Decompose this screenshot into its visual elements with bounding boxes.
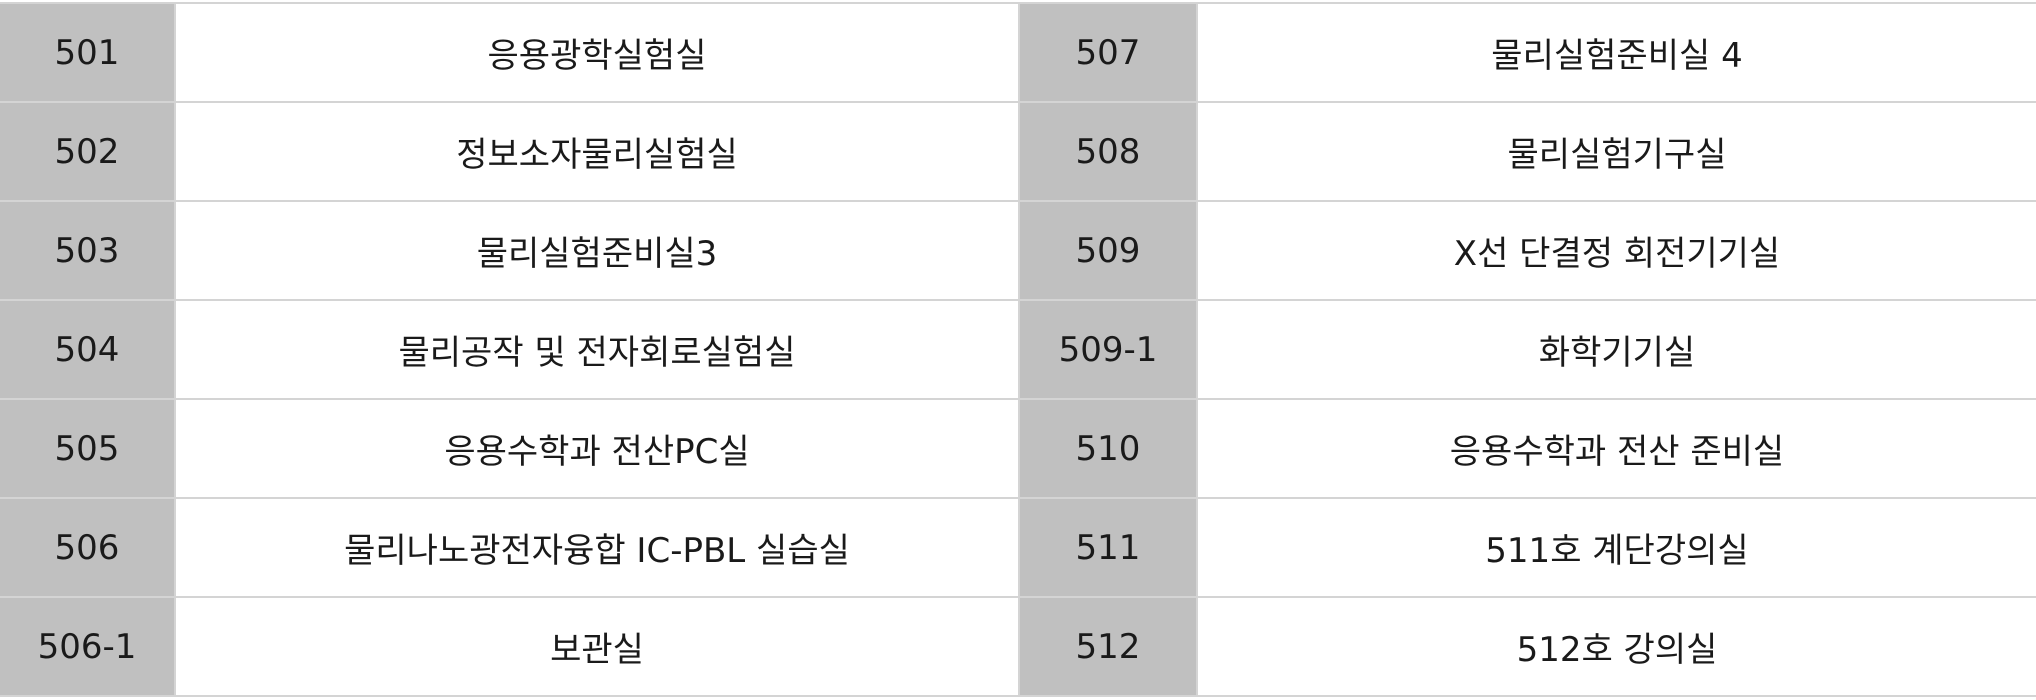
room-number-cell: 504	[0, 299, 176, 400]
table-row: 503 물리실험준비실3 509 X선 단결정 회전기기실	[0, 200, 2036, 301]
room-number-cell: 507	[1018, 2, 1198, 103]
room-number-cell: 506	[0, 497, 176, 598]
room-number-cell: 509	[1018, 200, 1198, 301]
room-number-cell: 506-1	[0, 596, 176, 697]
room-number-cell: 503	[0, 200, 176, 301]
room-number-cell: 511	[1018, 497, 1198, 598]
room-name-cell: X선 단결정 회전기기실	[1196, 200, 2036, 301]
room-name-cell: 물리실험준비실 4	[1196, 2, 2036, 103]
room-name-cell: 물리나노광전자융합 IC-PBL 실습실	[174, 497, 1020, 598]
table-row: 501 응용광학실험실 507 물리실험준비실 4	[0, 2, 2036, 103]
room-name-cell: 보관실	[174, 596, 1020, 697]
room-name-cell: 512호 강의실	[1196, 596, 2036, 697]
room-name-cell: 응용수학과 전산 준비실	[1196, 398, 2036, 499]
room-number-cell: 510	[1018, 398, 1198, 499]
room-name-cell: 화학기기실	[1196, 299, 2036, 400]
room-number-cell: 508	[1018, 101, 1198, 202]
room-name-cell: 물리실험기구실	[1196, 101, 2036, 202]
room-number-cell: 502	[0, 101, 176, 202]
room-name-cell: 511호 계단강의실	[1196, 497, 2036, 598]
table-row: 505 응용수학과 전산PC실 510 응용수학과 전산 준비실	[0, 398, 2036, 499]
room-name-cell: 물리실험준비실3	[174, 200, 1020, 301]
room-number-cell: 512	[1018, 596, 1198, 697]
table-row: 504 물리공작 및 전자회로실험실 509-1 화학기기실	[0, 299, 2036, 400]
table-row: 506 물리나노광전자융합 IC-PBL 실습실 511 511호 계단강의실	[0, 497, 2036, 598]
room-name-cell: 응용광학실험실	[174, 2, 1020, 103]
room-name-cell: 물리공작 및 전자회로실험실	[174, 299, 1020, 400]
room-number-cell: 501	[0, 2, 176, 103]
room-number-cell: 509-1	[1018, 299, 1198, 400]
room-name-cell: 응용수학과 전산PC실	[174, 398, 1020, 499]
room-name-cell: 정보소자물리실험실	[174, 101, 1020, 202]
room-number-cell: 505	[0, 398, 176, 499]
table-row: 506-1 보관실 512 512호 강의실	[0, 596, 2036, 697]
table-row: 502 정보소자물리실험실 508 물리실험기구실	[0, 101, 2036, 202]
